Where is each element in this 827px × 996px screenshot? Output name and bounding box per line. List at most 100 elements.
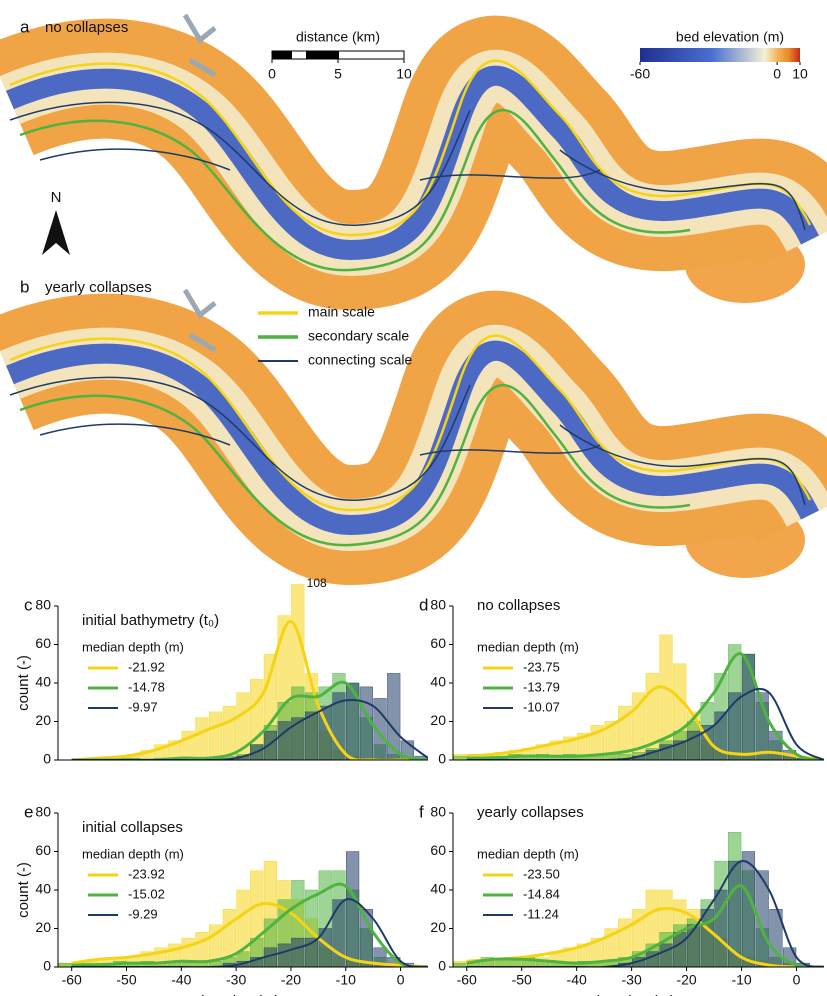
legend-label: -11.24: [523, 906, 559, 921]
colorbar-tick-label: -60: [630, 66, 650, 82]
x-tick-label: -60: [62, 972, 82, 988]
legend-label: -9.97: [128, 699, 158, 714]
legend-label: -15.02: [128, 886, 165, 901]
y-tick-label: 0: [43, 751, 51, 767]
x-axis-label: elevation (m): [588, 993, 675, 996]
x-tick-label: -50: [512, 972, 532, 988]
x-tick-label: -20: [281, 972, 301, 988]
scale-bar: [271, 50, 405, 60]
bar: [590, 937, 604, 967]
bar: [453, 755, 467, 760]
kde-line: [71, 898, 428, 967]
panel-letter: f: [419, 802, 424, 821]
bar: [140, 750, 154, 760]
legend-label: -23.92: [128, 866, 165, 881]
kde-line: [71, 698, 428, 760]
bar: [346, 851, 360, 967]
y-tick-label: 60: [35, 842, 51, 858]
x-tick-label: -30: [226, 972, 246, 988]
x-tick-label: -40: [171, 972, 191, 988]
map-b: [10, 290, 810, 578]
bar: [291, 717, 305, 760]
bar: [769, 730, 783, 760]
legend-title: median depth (m): [82, 639, 184, 654]
panel-letter: c: [24, 595, 33, 614]
legend-label: -23.50: [523, 866, 560, 881]
y-tick-label: 20: [430, 919, 446, 935]
y-tick-label: 80: [430, 597, 446, 613]
bar: [769, 909, 783, 967]
bar: [755, 870, 769, 967]
colorbar-tick-label: 0: [773, 66, 781, 82]
bar: [618, 957, 632, 967]
legend-title: median depth (m): [82, 846, 184, 861]
x-tick-label: -50: [116, 972, 136, 988]
panel-title: no collapses: [477, 597, 560, 614]
y-axis-label: count (-): [15, 655, 32, 711]
panel-title: no collapses: [45, 19, 128, 36]
x-tick-label: -30: [622, 972, 642, 988]
legend-title: median depth (m): [477, 639, 579, 654]
bar: [741, 653, 756, 760]
plot: [453, 832, 824, 967]
bar: [236, 692, 250, 760]
x-tick-label: -60: [457, 972, 477, 988]
y-axis-label: count (-): [15, 862, 32, 918]
bar: [304, 711, 319, 760]
bar: [346, 682, 360, 760]
legend-title: median depth (m): [477, 846, 579, 861]
plot: [71, 584, 428, 760]
legend-label: connecting scale: [308, 352, 413, 368]
kde-line: [466, 860, 824, 967]
y-tick-label: 40: [430, 881, 446, 897]
y-tick-label: 40: [35, 674, 51, 690]
bar: [659, 634, 673, 760]
bar: [373, 698, 387, 760]
bar: [659, 943, 673, 967]
panel-letter: b: [20, 277, 29, 296]
x-tick-label: -10: [336, 972, 356, 988]
legend-label: -9.29: [128, 906, 158, 921]
y-tick-label: 20: [430, 712, 446, 728]
y-tick-label: 60: [35, 635, 51, 651]
kde-line: [71, 901, 428, 967]
y-tick-label: 40: [35, 881, 51, 897]
colorbar-tick-label: 10: [792, 66, 808, 82]
panel-title: initial collapses: [82, 819, 183, 836]
x-tick-label: 0: [397, 972, 405, 988]
panel-title: yearly collapses: [45, 279, 152, 296]
y-tick-label: 60: [430, 842, 446, 858]
y-tick-label: 80: [35, 804, 51, 820]
bar: [277, 721, 291, 760]
panel-title: yearly collapses: [477, 804, 584, 821]
y-tick-label: 60: [430, 635, 446, 651]
y-tick-label: 20: [35, 919, 51, 935]
y-tick-label: 40: [430, 674, 446, 690]
colorbar: [640, 48, 800, 62]
bar: [387, 673, 401, 760]
bar: [195, 717, 209, 760]
bar: [208, 711, 223, 760]
bar: [291, 937, 305, 967]
kde-line: [466, 685, 824, 760]
x-tick-label: -40: [567, 972, 587, 988]
bar: [604, 721, 618, 760]
kde-line: [466, 884, 824, 967]
x-tick-label: 0: [793, 972, 801, 988]
y-tick-label: 0: [438, 751, 446, 767]
bar: [277, 943, 291, 967]
legend-label: -14.84: [523, 886, 560, 901]
legend-label: -10.07: [523, 699, 560, 714]
legend-label: -14.78: [128, 679, 165, 694]
y-tick-label: 0: [438, 958, 446, 974]
legend-label: -13.79: [523, 679, 560, 694]
plot: [58, 851, 428, 967]
value-label: 108: [307, 576, 327, 590]
scale-title: distance (km): [296, 29, 380, 45]
bar: [673, 932, 687, 967]
kde-line: [71, 882, 428, 967]
panel-letter: d: [419, 595, 428, 614]
kde-line: [71, 680, 428, 760]
bar: [728, 692, 742, 760]
